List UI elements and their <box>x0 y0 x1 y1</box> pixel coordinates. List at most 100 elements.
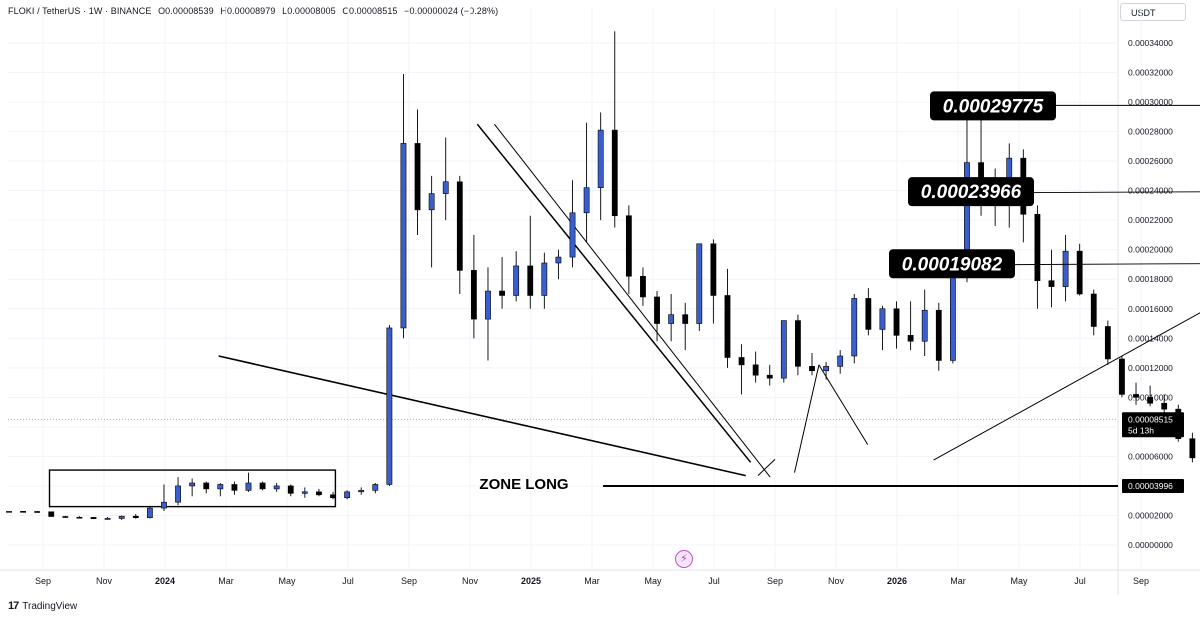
candle-body <box>34 511 41 513</box>
candle <box>485 267 491 361</box>
currency-unit-button[interactable]: USDT <box>1120 3 1186 21</box>
candle <box>6 511 12 513</box>
current-price-value: 0.00008515 <box>1128 414 1173 424</box>
y-tick-label: 0.00030000 <box>1128 97 1173 107</box>
y-tick-label: 0.00020000 <box>1128 245 1173 255</box>
candle <box>823 361 829 380</box>
candle <box>555 249 562 280</box>
candle-body <box>161 501 167 509</box>
candle <box>1062 234 1069 302</box>
candle <box>1189 432 1196 463</box>
trend-line <box>818 364 869 445</box>
candle <box>414 109 421 235</box>
trend-line <box>218 355 746 477</box>
candle-body <box>682 314 689 324</box>
y-tick-label: 0.00022000 <box>1128 215 1173 225</box>
candle-body <box>90 517 97 520</box>
candle <box>1048 249 1055 308</box>
x-tick-label: Sep <box>401 576 417 586</box>
time-axis[interactable]: Sep Nov 2024 Mar May Jul Sep Nov 2025 Mar May Jul Se… <box>35 576 1149 586</box>
candle <box>330 491 336 500</box>
candle-body <box>189 482 196 487</box>
candle-body <box>555 256 562 264</box>
x-tick-label: Jul <box>342 576 354 586</box>
candle <box>780 320 787 383</box>
candle-body <box>118 515 125 519</box>
candle-body <box>499 290 505 296</box>
candle-body <box>48 511 55 517</box>
candle-body <box>696 243 703 324</box>
candle-body <box>597 129 604 188</box>
candle-body <box>879 308 886 330</box>
candle-body <box>809 366 815 372</box>
candle <box>203 481 210 494</box>
candle <box>245 472 252 492</box>
candle <box>287 484 294 497</box>
candle-body <box>1090 293 1097 327</box>
x-tick-label: Nov <box>96 576 113 586</box>
candle <box>76 516 83 519</box>
candle-body <box>893 308 900 336</box>
candle-body <box>372 484 379 491</box>
candle <box>175 477 181 506</box>
y-tick-label: 0.00024000 <box>1128 186 1173 196</box>
x-tick-label: Nov <box>462 576 479 586</box>
candle-body <box>1161 402 1168 410</box>
candle-body <box>654 296 660 324</box>
candle-body <box>1076 250 1083 295</box>
ohlc-close: C0.00008515 <box>342 6 398 16</box>
zone-long-rect <box>48 469 337 508</box>
candle <box>625 205 632 294</box>
lightning-icon[interactable]: ⚡ <box>675 550 693 568</box>
candle-body <box>625 215 632 277</box>
candle <box>344 490 351 500</box>
x-tick-label: Mar <box>584 576 600 586</box>
candle-body <box>583 187 590 214</box>
y-tick-label: 0.00016000 <box>1128 304 1173 314</box>
candle <box>316 488 322 497</box>
candle <box>738 344 745 395</box>
candle <box>851 294 858 364</box>
trend-line <box>494 123 771 478</box>
candle <box>273 482 280 492</box>
y-tick-label: 0.00014000 <box>1128 333 1173 343</box>
target-label-text: 0.00023966 <box>921 182 1022 203</box>
candle <box>104 516 111 520</box>
tradingview-logo[interactable]: 17 TradingView <box>8 600 77 612</box>
price-axis[interactable]: 0.00034000 0.00032000 0.00030000 0.00028000… <box>1128 38 1173 550</box>
candle-body <box>1062 250 1069 287</box>
tradingview-mark-icon: 17 <box>8 600 19 612</box>
support-price-tag[interactable]: 0.00003996 <box>1122 479 1184 494</box>
candle-body <box>837 355 844 367</box>
x-tick-label: Sep <box>35 576 51 586</box>
y-tick-label: 0.00032000 <box>1128 68 1173 78</box>
candle-body <box>1048 280 1055 287</box>
candle-body <box>907 335 914 342</box>
candle <box>118 515 125 520</box>
candle <box>893 301 900 349</box>
candle-body <box>175 485 181 503</box>
candle <box>935 302 942 371</box>
target-label-text: 0.00019082 <box>902 254 1003 275</box>
candle <box>48 511 55 517</box>
candle-body <box>1133 394 1139 398</box>
candle-body <box>245 482 252 491</box>
ohlc-change: −0.00000024 (−0.28%) <box>404 6 499 16</box>
candle-body <box>217 484 224 490</box>
x-tick-label: 2024 <box>155 576 175 586</box>
target-label-box <box>889 249 1015 279</box>
candle <box>809 353 815 376</box>
candle <box>541 252 548 309</box>
grid <box>0 0 1200 595</box>
trend-lines <box>218 123 869 478</box>
candle <box>90 516 97 520</box>
trend-line <box>476 123 752 463</box>
candle <box>189 478 196 497</box>
candle-body <box>513 265 520 296</box>
y-tick-label: 0.00006000 <box>1128 451 1173 461</box>
candle <box>470 234 477 339</box>
symbol-pair[interactable]: FLOKI / TetherUS · 1W · BINANCE <box>8 6 152 16</box>
x-tick-label: May <box>278 576 296 586</box>
